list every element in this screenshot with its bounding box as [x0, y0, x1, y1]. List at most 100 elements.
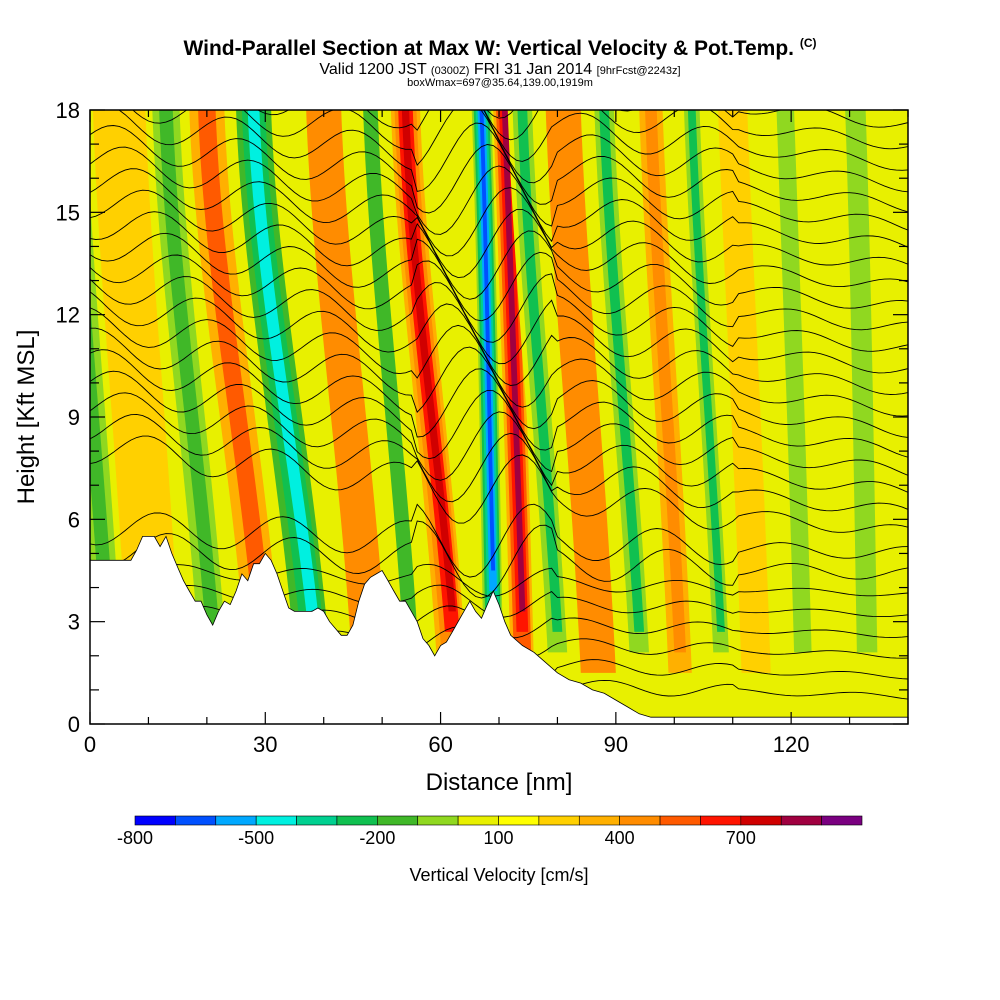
- terrain-profile: [89, 535, 909, 725]
- isentrope-line: [90, 349, 908, 458]
- y-tick-label: 15: [56, 200, 80, 225]
- velocity-band: [306, 110, 388, 673]
- velocity-band-shell: [159, 110, 220, 632]
- velocity-band-shell: [306, 110, 388, 673]
- isentrope-line: [90, 125, 908, 231]
- colorbar-tick-label: -200: [359, 828, 395, 848]
- isentrope-line: [486, 110, 908, 128]
- isentrope-line: [90, 520, 908, 599]
- velocity-band-shell: [363, 110, 419, 653]
- colorbar-swatch: [457, 815, 499, 826]
- isentrope-line: [483, 110, 908, 150]
- isentrope-line: [90, 413, 908, 512]
- velocity-band: [92, 110, 181, 673]
- isentrope-line: [90, 563, 908, 597]
- isentrope-line: [118, 110, 908, 213]
- velocity-band-shell: [718, 110, 771, 673]
- colorbar-swatch: [417, 815, 459, 826]
- velocity-band-shell: [845, 110, 878, 653]
- velocity-band: [680, 110, 733, 673]
- valid-time-subtitle: Valid 1200 JST (0300Z) FRI 31 Jan 2014 […: [319, 61, 681, 78]
- velocity-band: [145, 110, 234, 673]
- velocity-band: [493, 110, 535, 673]
- y-tick-label: 18: [56, 98, 80, 123]
- y-axis-ticks: 0 3 6 9 12 15 18: [56, 98, 908, 737]
- isentrope-line: [90, 435, 908, 533]
- colorbar-swatch: [700, 815, 742, 826]
- velocity-band: [230, 110, 336, 673]
- isentrope-line: [90, 307, 908, 417]
- velocity-band-shell: [545, 110, 616, 673]
- isentrope-line: [90, 9, 908, 105]
- y-tick-label: 6: [68, 507, 80, 532]
- y-tick-label: 3: [68, 610, 80, 635]
- potential-temperature-contours: [90, 9, 908, 701]
- colorbar-swatch: [619, 815, 661, 826]
- isentrope-line: [90, 291, 908, 395]
- velocity-band: [545, 110, 616, 673]
- boxwmax-subtitle: boxWmax=697@35.64,139.00,1919m: [407, 77, 593, 89]
- colorbar-tick-label: 400: [605, 828, 635, 848]
- isentrope-line: [132, 110, 908, 193]
- x-tick-label: 60: [428, 732, 452, 757]
- x-axis-label: Distance [nm]: [426, 769, 573, 796]
- colorbar-swatch: [296, 815, 338, 826]
- terrain-mask: [89, 535, 909, 725]
- y-tick-label: 12: [56, 303, 80, 328]
- colorbar-swatch: [578, 815, 620, 826]
- velocity-band-shell: [247, 110, 318, 612]
- isentrope-line: [90, 146, 908, 248]
- colorbar-swatch: [538, 815, 580, 826]
- velocity-band: [589, 110, 654, 673]
- velocity-band-shell: [776, 110, 812, 653]
- isentrope-line: [90, 327, 908, 438]
- colorbar-swatch: [377, 815, 419, 826]
- x-tick-label: 30: [253, 732, 277, 757]
- isentrope-line: [90, 189, 908, 288]
- x-axis-ticks: 0 30 60 90 120: [84, 110, 909, 757]
- isentrope-line: [90, 211, 908, 309]
- isentrope-line: [90, 232, 908, 331]
- isentrope-line: [90, 392, 908, 493]
- y-axis-label: Height [Kft MSL]: [13, 330, 40, 505]
- colorbar-label: Vertical Velocity [cm/s]: [409, 865, 588, 885]
- y-tick-label: 0: [68, 712, 80, 737]
- x-tick-label: 120: [773, 732, 810, 757]
- colorbar-swatch: [175, 815, 217, 826]
- isentrope-line: [90, 168, 908, 266]
- isentrope-line: [90, 254, 908, 352]
- isentrope-line: [90, 370, 908, 476]
- velocity-band-shell: [198, 110, 275, 653]
- colorbar-tick-label: 700: [726, 828, 756, 848]
- colorbar-swatch: [134, 815, 176, 826]
- colorbar-swatch: [336, 815, 378, 826]
- velocity-band-shell: [479, 110, 496, 571]
- velocity-band-shell: [92, 110, 181, 673]
- isentrope-line: [90, 276, 908, 374]
- colorbar-swatch: [498, 815, 540, 826]
- velocity-band-shell: [401, 110, 456, 612]
- velocity-band: [355, 110, 426, 673]
- velocity-band-shell: [687, 110, 725, 632]
- velocity-band-shell: [517, 110, 563, 632]
- colorbar-tick-label: -500: [238, 828, 274, 848]
- chart-title: Wind-Parallel Section at Max W: Vertical…: [183, 36, 817, 60]
- isentrope-line: [90, 503, 908, 578]
- colorbar-tick-label: -800: [117, 828, 153, 848]
- colorbar: -800 -500 -200 100 400 700: [117, 815, 863, 848]
- velocity-band: [718, 110, 771, 673]
- colorbar-swatch: [659, 815, 701, 826]
- colorbar-swatch: [740, 815, 782, 826]
- colorbar-swatch: [780, 815, 822, 826]
- x-tick-label: 0: [84, 732, 96, 757]
- velocity-band: [390, 110, 467, 673]
- isentrope-line: [257, 110, 908, 171]
- y-tick-label: 9: [68, 405, 80, 430]
- velocity-band-shell: [599, 110, 645, 632]
- x-tick-label: 90: [604, 732, 628, 757]
- velocity-band: [767, 110, 821, 673]
- colorbar-swatch: [255, 815, 297, 826]
- velocity-band-shell: [501, 110, 526, 612]
- colorbar-swatch: [821, 815, 863, 826]
